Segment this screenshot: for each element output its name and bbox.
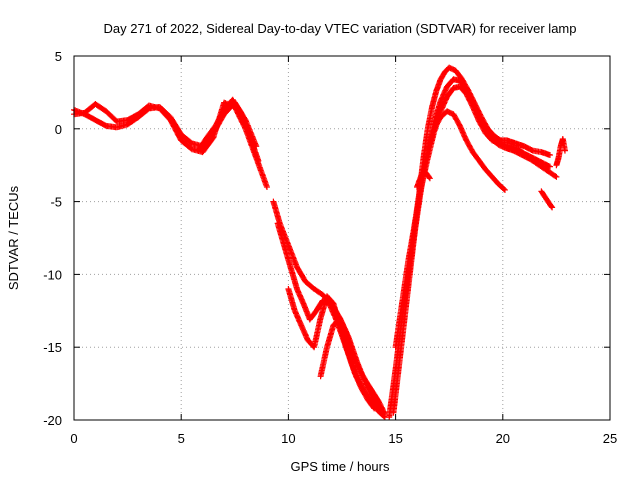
x-tick-label: 15 bbox=[388, 431, 402, 446]
plus-marks bbox=[538, 188, 556, 211]
x-axis-label: GPS time / hours bbox=[291, 459, 390, 474]
plus-marks bbox=[317, 315, 388, 418]
series-trace-7 bbox=[317, 315, 388, 418]
y-tick-label: 5 bbox=[55, 49, 62, 64]
plus-marks bbox=[414, 169, 433, 190]
series-trace-6 bbox=[285, 286, 388, 421]
y-tick-label: -5 bbox=[50, 195, 62, 210]
x-tick-label: 0 bbox=[70, 431, 77, 446]
chart-title: Day 271 of 2022, Sidereal Day-to-day VTE… bbox=[103, 21, 576, 36]
x-tick-label: 10 bbox=[281, 431, 295, 446]
x-tick-label: 20 bbox=[496, 431, 510, 446]
y-tick-label: -20 bbox=[43, 413, 62, 428]
x-tick-labels: 0 5 10 15 20 25 bbox=[70, 431, 617, 446]
x-tick-label: 5 bbox=[178, 431, 185, 446]
plus-marks bbox=[553, 136, 568, 169]
y-tick-label: -10 bbox=[43, 267, 62, 282]
plus-marks bbox=[390, 64, 553, 416]
series-trace-13 bbox=[553, 136, 568, 169]
y-axis-label: SDTVAR / TECUs bbox=[6, 185, 21, 290]
plus-marks bbox=[285, 286, 388, 421]
y-tick-label: -15 bbox=[43, 340, 62, 355]
series-trace-12 bbox=[414, 169, 433, 190]
plot-frame bbox=[73, 55, 611, 421]
axis-ticks bbox=[73, 55, 611, 421]
data-points bbox=[71, 64, 568, 421]
plus-marks bbox=[195, 96, 262, 164]
grid-lines bbox=[74, 56, 610, 420]
y-tick-labels: -20 -15 -10 -5 0 5 bbox=[43, 49, 62, 428]
x-tick-label: 25 bbox=[603, 431, 617, 446]
series-trace-3 bbox=[195, 96, 262, 164]
series-trace-8 bbox=[390, 64, 553, 416]
y-tick-label: 0 bbox=[55, 122, 62, 137]
series-trace-14 bbox=[538, 188, 556, 211]
